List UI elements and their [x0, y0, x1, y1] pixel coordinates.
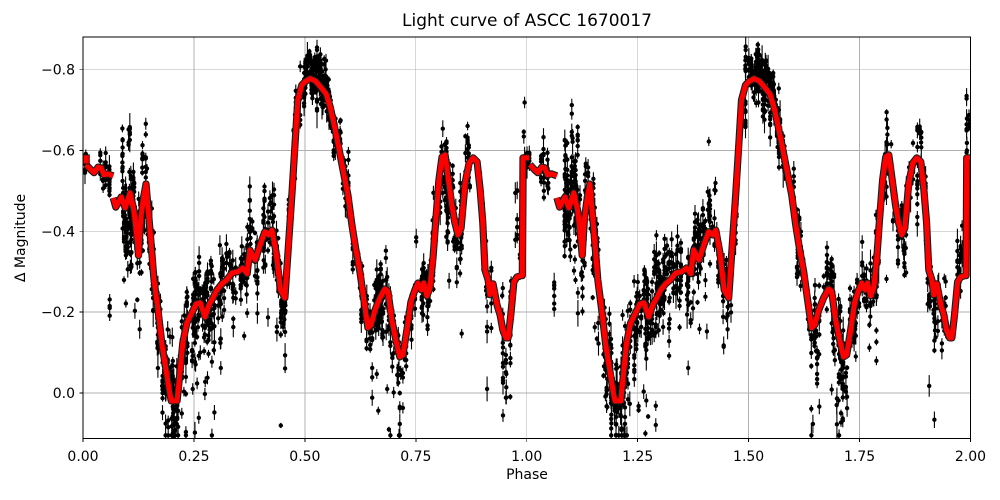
- axis-ticks: [79, 69, 971, 442]
- curve-start-marker: [83, 154, 90, 165]
- y-tick-label: −0.6: [41, 144, 75, 160]
- axis-tick-labels: 0.00 0.25 0.50 0.75 1.00 1.25 1.50 1.75 2.00 −0.8…: [41, 63, 986, 465]
- smoothed-curve: [84, 76, 971, 404]
- x-tick-label: 0.00: [67, 449, 98, 465]
- grid-lines: [82, 37, 971, 439]
- x-tick-label: 0.50: [289, 449, 320, 465]
- x-tick-label: 0.75: [400, 449, 431, 465]
- x-tick-label: 0.25: [178, 449, 209, 465]
- chart-title: Light curve of ASCC 1670017: [402, 11, 652, 31]
- x-tick-label: 2.00: [955, 449, 986, 465]
- y-tick-label: 0.0: [53, 386, 75, 402]
- smoothed-curve-outline: [83, 75, 971, 405]
- x-tick-label: 1.75: [844, 449, 875, 465]
- x-tick-label: 1.50: [733, 449, 764, 465]
- y-axis-label: Δ Magnitude: [13, 193, 29, 283]
- y-tick-label: −0.4: [41, 224, 75, 240]
- y-tick-label: −0.2: [41, 305, 75, 321]
- x-tick-label: 1.25: [622, 449, 653, 465]
- y-tick-label: −0.8: [41, 63, 75, 79]
- x-axis-label: Phase: [506, 467, 548, 483]
- x-tick-label: 1.00: [511, 449, 542, 465]
